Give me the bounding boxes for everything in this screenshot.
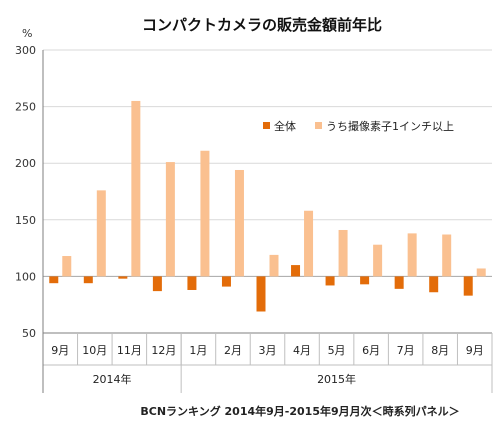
- y-tick-label: 150: [15, 214, 36, 227]
- y-axis-label: %: [22, 27, 32, 40]
- y-tick-label: 50: [22, 327, 36, 340]
- x-tick-label: 1月: [189, 344, 207, 357]
- chart-title: コンパクトカメラの販売金額前年比: [142, 16, 382, 34]
- x-tick-label: 4月: [293, 344, 311, 357]
- x-tick-label: 3月: [259, 344, 277, 357]
- bar-1inch-sensor: [442, 234, 452, 277]
- legend: 全体 うち撮像素子1インチ以上: [263, 119, 454, 133]
- bar-overall: [187, 276, 197, 290]
- x-tick-label: 10月: [82, 344, 107, 357]
- year-group-label: 2014年: [93, 372, 132, 386]
- legend-label-overall: 全体: [274, 119, 296, 133]
- x-tick-label: 12月: [151, 344, 176, 357]
- bar-overall: [221, 276, 231, 287]
- bar-1inch-sensor: [269, 254, 279, 277]
- bar-1inch-sensor: [234, 169, 244, 277]
- y-tick-label: 300: [15, 44, 36, 57]
- legend-label-1inch-sensor: うち撮像素子1インチ以上: [326, 119, 454, 133]
- bar-1inch-sensor: [131, 100, 141, 277]
- x-tick-label: 2月: [224, 344, 242, 357]
- legend-swatch-overall: [263, 122, 270, 129]
- bar-1inch-sensor: [96, 190, 106, 277]
- bar-1inch-sensor: [304, 210, 314, 277]
- bar-1inch-sensor: [200, 150, 210, 277]
- bar-overall: [118, 276, 128, 279]
- x-tick-label: 9月: [466, 344, 484, 357]
- y-axis-ticks: 50 100 150 200 250 300: [15, 44, 36, 340]
- bar-overall: [429, 276, 439, 293]
- bar-1inch-sensor: [165, 162, 175, 277]
- x-tick-label: 5月: [328, 344, 346, 357]
- x-tick-label: 6月: [362, 344, 380, 357]
- bar-1inch-sensor: [476, 268, 486, 277]
- bar-overall: [394, 276, 404, 289]
- x-tick-label: 7月: [397, 344, 415, 357]
- y-tick-label: 200: [15, 157, 36, 170]
- x-axis: 9月 10月 11月 12月 1月 2月 3月 4月 5月 6月 7月 8月 9月 2014年 2015年: [42, 50, 493, 393]
- bar-1inch-sensor: [62, 256, 72, 277]
- bars: [49, 100, 486, 312]
- x-tick-label: 11月: [117, 344, 142, 357]
- legend-swatch-1inch-sensor: [315, 122, 322, 129]
- y-tick-label: 250: [15, 101, 36, 114]
- y-tick-label: 100: [15, 270, 36, 283]
- gridlines: [43, 49, 492, 334]
- x-tick-label: 8月: [431, 344, 449, 357]
- bar-1inch-sensor: [373, 244, 383, 277]
- bar-1inch-sensor: [407, 233, 417, 277]
- bar-overall: [152, 276, 162, 292]
- bar-overall: [49, 276, 59, 284]
- bar-overall: [325, 276, 335, 286]
- bar-overall: [256, 276, 266, 312]
- bar-overall: [360, 276, 370, 285]
- x-tick-label: 9月: [51, 344, 69, 357]
- source-footnote: BCNランキング 2014年9月-2015年9月月次＜時系列パネル＞: [140, 404, 459, 418]
- bar-overall: [83, 276, 93, 284]
- bar-overall: [291, 265, 301, 277]
- year-group-label: 2015年: [317, 372, 356, 386]
- bar-overall: [463, 276, 473, 296]
- bar-1inch-sensor: [338, 229, 348, 277]
